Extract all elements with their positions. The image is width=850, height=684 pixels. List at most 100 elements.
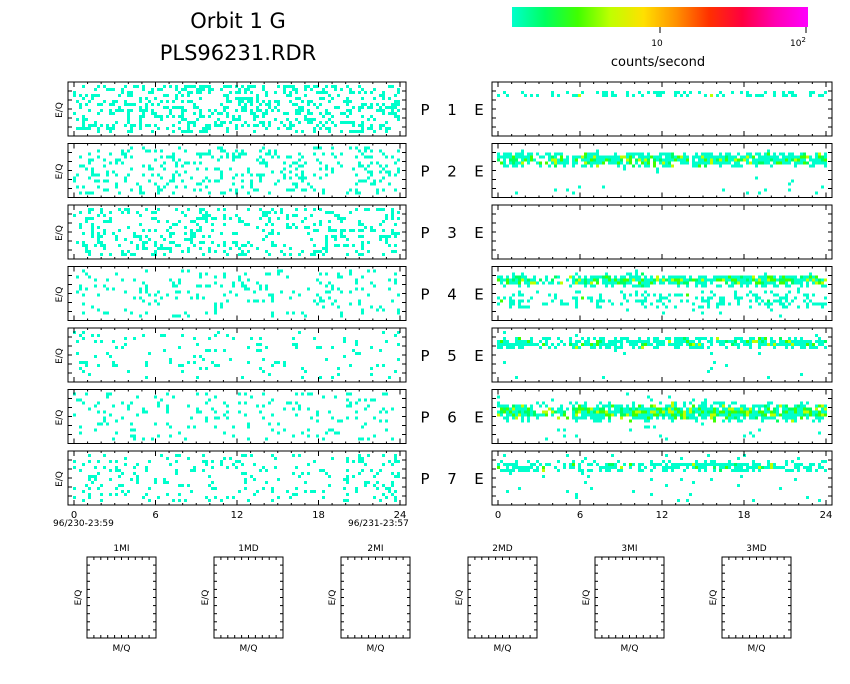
right-panel-2-cell <box>695 162 698 165</box>
left-panel-1-cell <box>127 115 130 118</box>
right-panel-6-cell <box>641 414 644 417</box>
right-panel-5-cell <box>710 343 713 346</box>
right-panel-6-cell <box>596 417 599 420</box>
right-panel-6-cell <box>620 414 623 417</box>
right-panel-6-cell <box>758 414 761 417</box>
right-panel-4-cell <box>710 279 713 282</box>
right-panel-2-cell <box>599 156 602 159</box>
left-panel-4-cell <box>367 270 370 273</box>
right-panel-5-cell <box>800 373 803 376</box>
left-panel-1-cell <box>337 94 340 97</box>
left-panel-2-cell <box>208 153 211 156</box>
left-panel-7-cell <box>145 493 148 496</box>
right-panel-5-cell <box>785 343 788 346</box>
right-panel-4-cell <box>659 300 662 303</box>
left-panel-6-cell <box>298 405 301 408</box>
right-panel-1-cell <box>524 94 527 97</box>
right-panel-6-cell <box>530 411 533 414</box>
right-panel-1-cell <box>680 94 683 97</box>
left-panel-1-cell <box>160 115 163 118</box>
right-panel-6-cell <box>587 414 590 417</box>
left-panel-4-cell <box>145 291 148 294</box>
left-panel-5-cell <box>121 346 124 349</box>
left-panel-6-cell <box>316 414 319 417</box>
left-panel-2-cell <box>220 147 223 150</box>
left-panel-1-cell <box>139 118 142 121</box>
right-panel-5-cell <box>782 340 785 343</box>
right-panel-5-cell <box>740 340 743 343</box>
left-panel-1-cell <box>379 94 382 97</box>
left-panel-1-cell <box>265 127 268 130</box>
right-panel-4-cell <box>815 303 818 306</box>
left-panel-1-cell <box>241 124 244 127</box>
left-panel-7-cell <box>388 487 391 490</box>
right-panel-4-cell <box>749 279 752 282</box>
left-panel-2-cell <box>199 189 202 192</box>
right-panel-6-cell <box>668 414 671 417</box>
right-panel-6-cell <box>638 417 641 420</box>
right-panel-4-cell <box>785 297 788 300</box>
left-panel-1-cell <box>199 85 202 88</box>
left-panel-1-cell <box>370 91 373 94</box>
right-panel-6-cell <box>800 417 803 420</box>
right-panel-6-cell <box>623 411 626 414</box>
left-panel-7-cell <box>178 484 181 487</box>
right-panel-7-cell <box>710 460 713 463</box>
right-panel-4-cell <box>560 300 563 303</box>
left-panel-1-cell <box>160 88 163 91</box>
left-panel-7-cell <box>292 454 295 457</box>
left-panel-4-cell <box>196 297 199 300</box>
left-panel-2-cell <box>397 150 400 153</box>
right-panel-4-cell <box>569 285 572 288</box>
left-panel-4-cell <box>121 279 124 282</box>
right-panel-6-cell <box>578 411 581 414</box>
right-panel-2-cell <box>686 162 689 165</box>
left-panel-1-cell <box>175 97 178 100</box>
left-panel-1-cell <box>325 85 328 88</box>
left-panel-6-cell <box>109 393 112 396</box>
left-panel-2-cell <box>115 159 118 162</box>
left-panel-4-cell <box>370 282 373 285</box>
left-panel-4-cell <box>316 294 319 297</box>
left-panel-2-cell <box>103 165 106 168</box>
right-panel-4-cell <box>521 279 524 282</box>
left-panel-3-cell <box>130 253 133 256</box>
right-panel-2-cell <box>773 153 776 156</box>
right-panel-1-cell <box>782 94 785 97</box>
left-panel-7-cell <box>166 493 169 496</box>
left-panel-7-xtick-label: 6 <box>152 510 158 521</box>
right-panel-4-cell <box>575 306 578 309</box>
right-panel-6-cell <box>602 408 605 411</box>
right-panel-6-cell <box>704 411 707 414</box>
left-panel-5-cell <box>193 337 196 340</box>
right-panel-4-cell <box>716 306 719 309</box>
right-panel-6-cell <box>761 420 764 423</box>
right-panel-4-cell <box>575 279 578 282</box>
right-panel-2-cell <box>779 153 782 156</box>
right-panel-5-cell <box>509 343 512 346</box>
right-panel-2-cell <box>593 159 596 162</box>
left-panel-2-cell <box>97 156 100 159</box>
left-panel-5-cell <box>232 337 235 340</box>
right-panel-2-cell <box>509 159 512 162</box>
right-panel-5-cell <box>575 346 578 349</box>
right-panel-4-cell <box>737 282 740 285</box>
right-panel-4-cell <box>557 276 560 279</box>
left-panel-2-cell <box>76 186 79 189</box>
right-panel-4-cell <box>587 279 590 282</box>
left-panel-7-cell <box>388 460 391 463</box>
right-panel-4-cell <box>608 276 611 279</box>
left-panel-7-cell <box>379 499 382 502</box>
right-panel-6-cell <box>692 405 695 408</box>
right-panel-5-cell <box>590 343 593 346</box>
left-panel-5-cell <box>196 343 199 346</box>
left-panel-6-cell <box>196 411 199 414</box>
left-panel-4-cell <box>349 270 352 273</box>
left-panel-3-cell <box>193 220 196 223</box>
right-panel-4-cell <box>773 279 776 282</box>
left-panel-7-cell <box>238 490 241 493</box>
right-panel-6-cell <box>671 414 674 417</box>
left-panel-1-cell <box>319 103 322 106</box>
left-panel-7-cell <box>262 487 265 490</box>
left-panel-3-cell <box>382 253 385 256</box>
